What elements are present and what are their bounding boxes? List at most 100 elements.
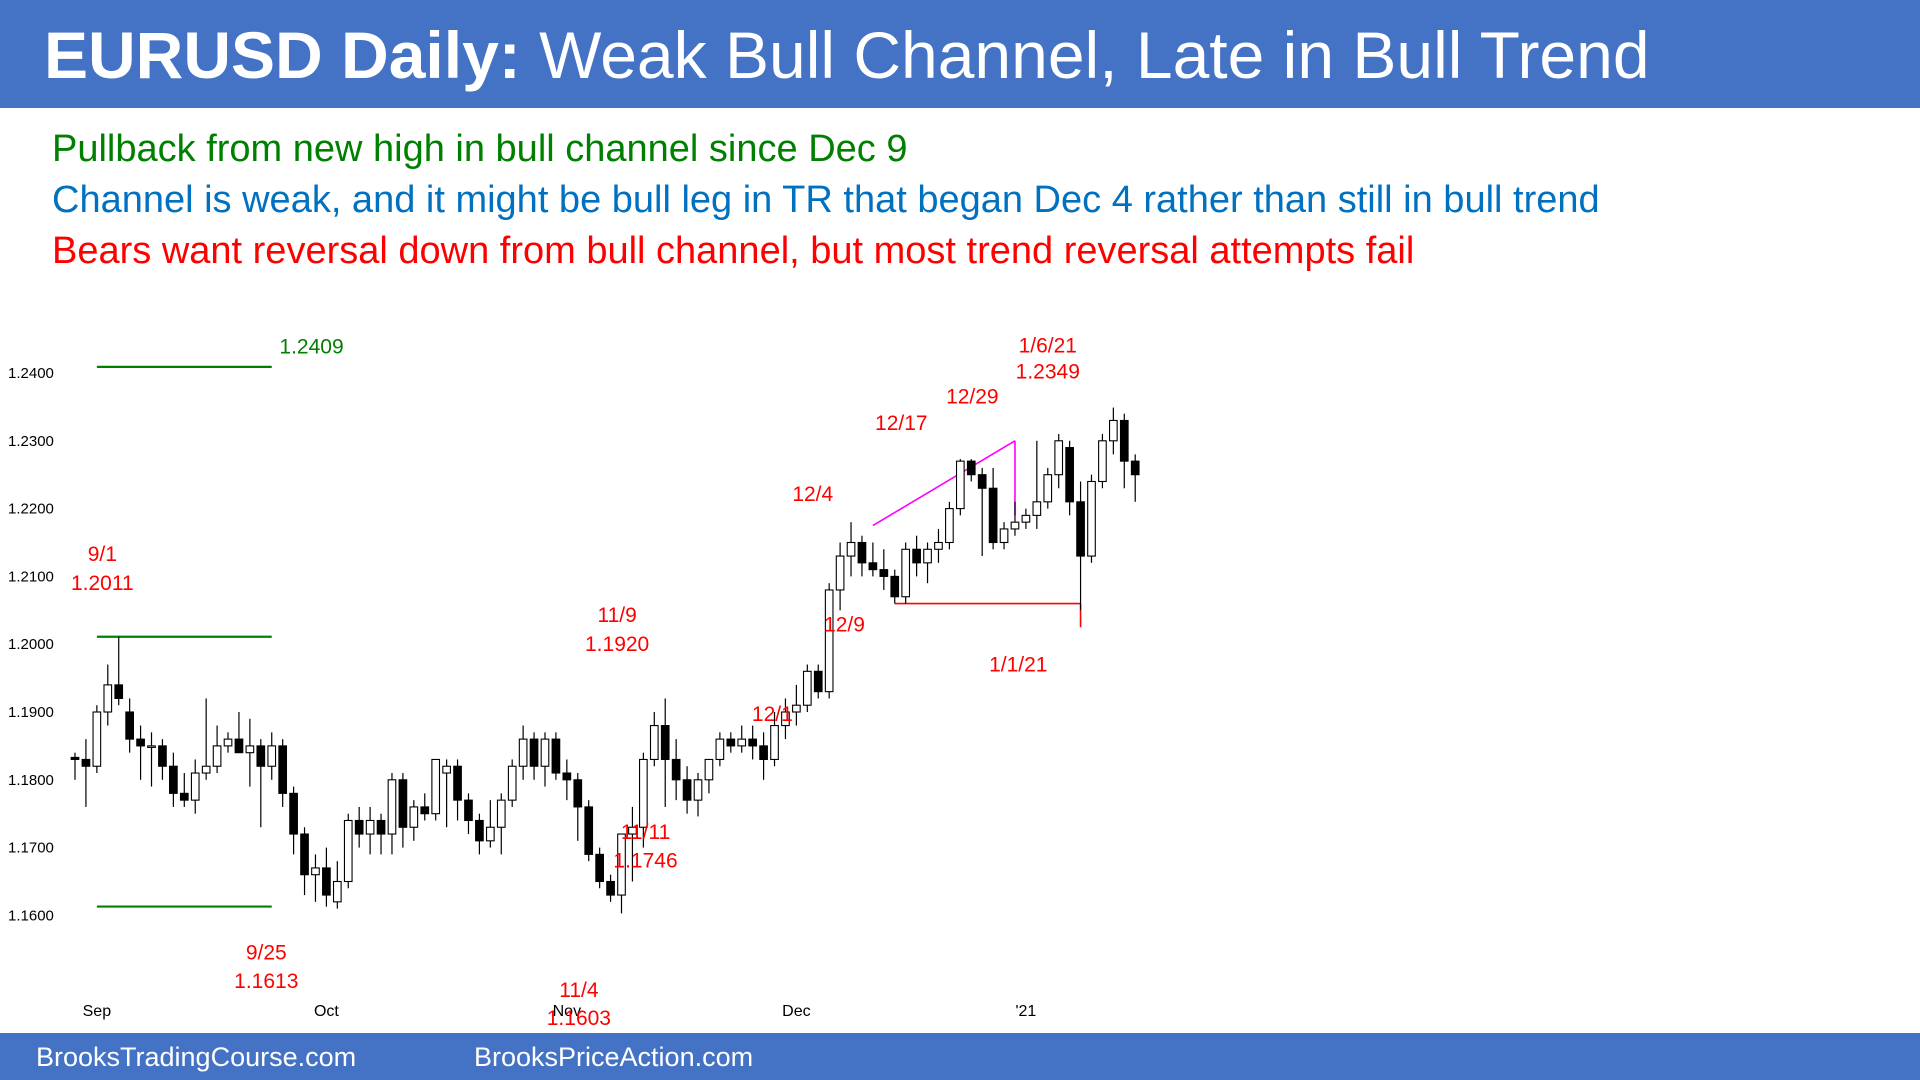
candle-body [485, 826, 495, 842]
note-pullback: Pullback from new high in bull channel s… [52, 128, 908, 170]
candle-body [835, 555, 845, 591]
candle-body [901, 548, 911, 598]
candle-body [398, 779, 408, 828]
candle [507, 759, 517, 807]
candle-body [420, 806, 430, 815]
footer-site-price-action: BrooksPriceAction.com [474, 1042, 754, 1072]
candle-body [179, 792, 189, 801]
candle-body [759, 745, 768, 761]
candle-body [1065, 447, 1074, 503]
candle-body [912, 548, 921, 564]
y-tick-label: 1.1700 [8, 840, 54, 857]
candle [693, 773, 703, 817]
annotation-label: 1.1613 [234, 970, 298, 993]
candle-body [606, 880, 615, 896]
candle-body [540, 738, 550, 767]
channel-line [872, 440, 1016, 527]
candle-body [201, 765, 211, 774]
candle [442, 759, 451, 828]
candle [726, 732, 736, 753]
candle [354, 806, 364, 848]
candle [1010, 501, 1020, 536]
candle [278, 739, 288, 807]
annotation-label: 9/25 [246, 941, 287, 964]
candle [343, 813, 353, 889]
candle-body [846, 541, 856, 557]
candle-body [945, 508, 954, 544]
candle [573, 773, 583, 841]
candle [649, 712, 659, 767]
candle [332, 861, 342, 909]
candle-body [409, 806, 419, 828]
candle-body [660, 725, 670, 761]
annotation-label: 1.2349 [1016, 360, 1080, 383]
candle-body [671, 758, 681, 781]
candle [606, 874, 615, 902]
candle-body [81, 758, 91, 767]
candle [70, 752, 80, 780]
candle [792, 684, 801, 726]
candle-body [212, 745, 222, 767]
candle [1021, 508, 1031, 529]
candle [977, 467, 987, 557]
annotation-label: 11/9 [597, 604, 636, 627]
candlestick-chart: 1.1600 1.1700 1.1800 1.1900 1.2000 1.2100 1.22… [8, 335, 1140, 1030]
candle [420, 793, 430, 821]
candle-body [781, 711, 790, 727]
candle [682, 766, 692, 814]
candle [475, 813, 484, 855]
candle [1043, 467, 1053, 509]
candle [92, 705, 102, 774]
note-weak-channel: Channel is weak, and it might be bull le… [52, 179, 1600, 221]
candle-body [562, 772, 572, 781]
annotation-label: 1/6/21 [1019, 335, 1077, 358]
candle-body [431, 758, 441, 815]
candle [311, 854, 320, 902]
annotation-label: 11/4 [559, 979, 599, 1002]
candle [934, 528, 943, 563]
candle-body [234, 738, 244, 754]
candle-body [136, 738, 145, 747]
candle [639, 752, 648, 848]
candle-body [114, 684, 124, 699]
candle [813, 664, 823, 699]
footer-bar: BrooksTradingCourse.com BrooksPriceActio… [0, 1033, 1920, 1080]
candle-body [529, 738, 539, 767]
candle [857, 535, 867, 577]
candle-body [628, 826, 637, 835]
candle [136, 725, 145, 780]
annotation-label: 1.1746 [613, 849, 677, 872]
candle [781, 698, 790, 740]
candle-body [387, 779, 397, 835]
candle-body [617, 833, 626, 896]
candle-body [300, 833, 309, 876]
candle [398, 773, 408, 848]
candle-body [289, 792, 298, 835]
candle [617, 833, 626, 914]
candle-body [1098, 440, 1107, 483]
candle-body [1010, 521, 1020, 530]
candle [518, 725, 528, 780]
candle [715, 732, 725, 767]
candle [103, 664, 113, 726]
candle-body [955, 460, 965, 510]
candle [256, 739, 266, 828]
candle-body [453, 765, 462, 801]
candle-body [999, 528, 1009, 544]
x-tick-label: Dec [782, 1003, 810, 1020]
candle [464, 793, 473, 835]
candle [431, 758, 441, 821]
candle-body [802, 670, 812, 706]
candle-body [890, 575, 900, 598]
candle [1109, 407, 1118, 455]
candle [322, 847, 331, 907]
candle [671, 739, 681, 801]
candle-body [92, 711, 102, 767]
candle-body [1119, 419, 1129, 462]
candle [1119, 413, 1129, 489]
candle [628, 806, 637, 882]
candle-body [190, 772, 200, 801]
candle [824, 583, 834, 699]
candle-body [1021, 514, 1031, 523]
candle [1076, 481, 1085, 611]
